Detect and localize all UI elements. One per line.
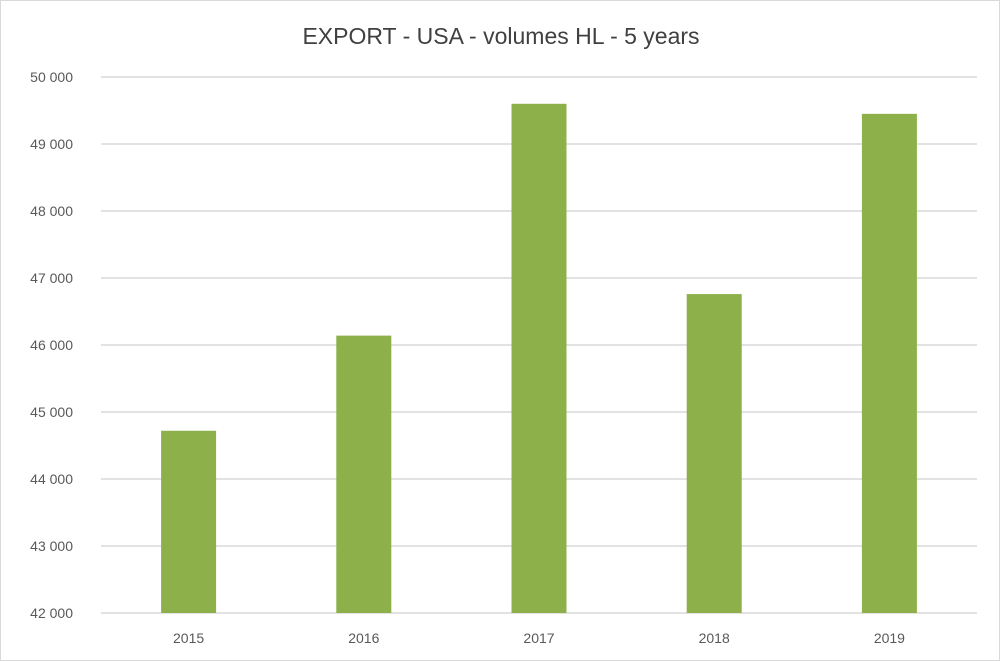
x-tick-label: 2016 bbox=[348, 630, 379, 646]
bar-2018 bbox=[686, 294, 742, 613]
y-tick-label: 49 000 bbox=[30, 136, 73, 152]
x-tick-label: 2019 bbox=[874, 630, 905, 646]
x-tick-label: 2017 bbox=[523, 630, 554, 646]
y-tick-label: 45 000 bbox=[30, 404, 73, 420]
bars bbox=[161, 103, 917, 614]
y-tick-label: 44 000 bbox=[30, 471, 73, 487]
bar-2015 bbox=[161, 430, 217, 613]
y-tick-label: 42 000 bbox=[30, 605, 73, 621]
y-tick-label: 43 000 bbox=[30, 538, 73, 554]
y-tick-label: 46 000 bbox=[30, 337, 73, 353]
bar-2017 bbox=[511, 103, 567, 614]
bar-2016 bbox=[336, 335, 392, 613]
y-tick-label: 50 000 bbox=[30, 69, 73, 85]
chart-title: EXPORT - USA - volumes HL - 5 years bbox=[302, 23, 699, 49]
y-axis-tick-labels: 42 000 43 000 44 000 45 000 46 000 47 000 48 0… bbox=[30, 69, 73, 621]
x-axis-tick-labels: 2015 2016 2017 2018 2019 bbox=[173, 630, 905, 646]
x-tick-label: 2015 bbox=[173, 630, 204, 646]
y-tick-label: 48 000 bbox=[30, 203, 73, 219]
bar-2019 bbox=[861, 113, 917, 613]
y-tick-label: 47 000 bbox=[30, 270, 73, 286]
x-tick-label: 2018 bbox=[699, 630, 730, 646]
